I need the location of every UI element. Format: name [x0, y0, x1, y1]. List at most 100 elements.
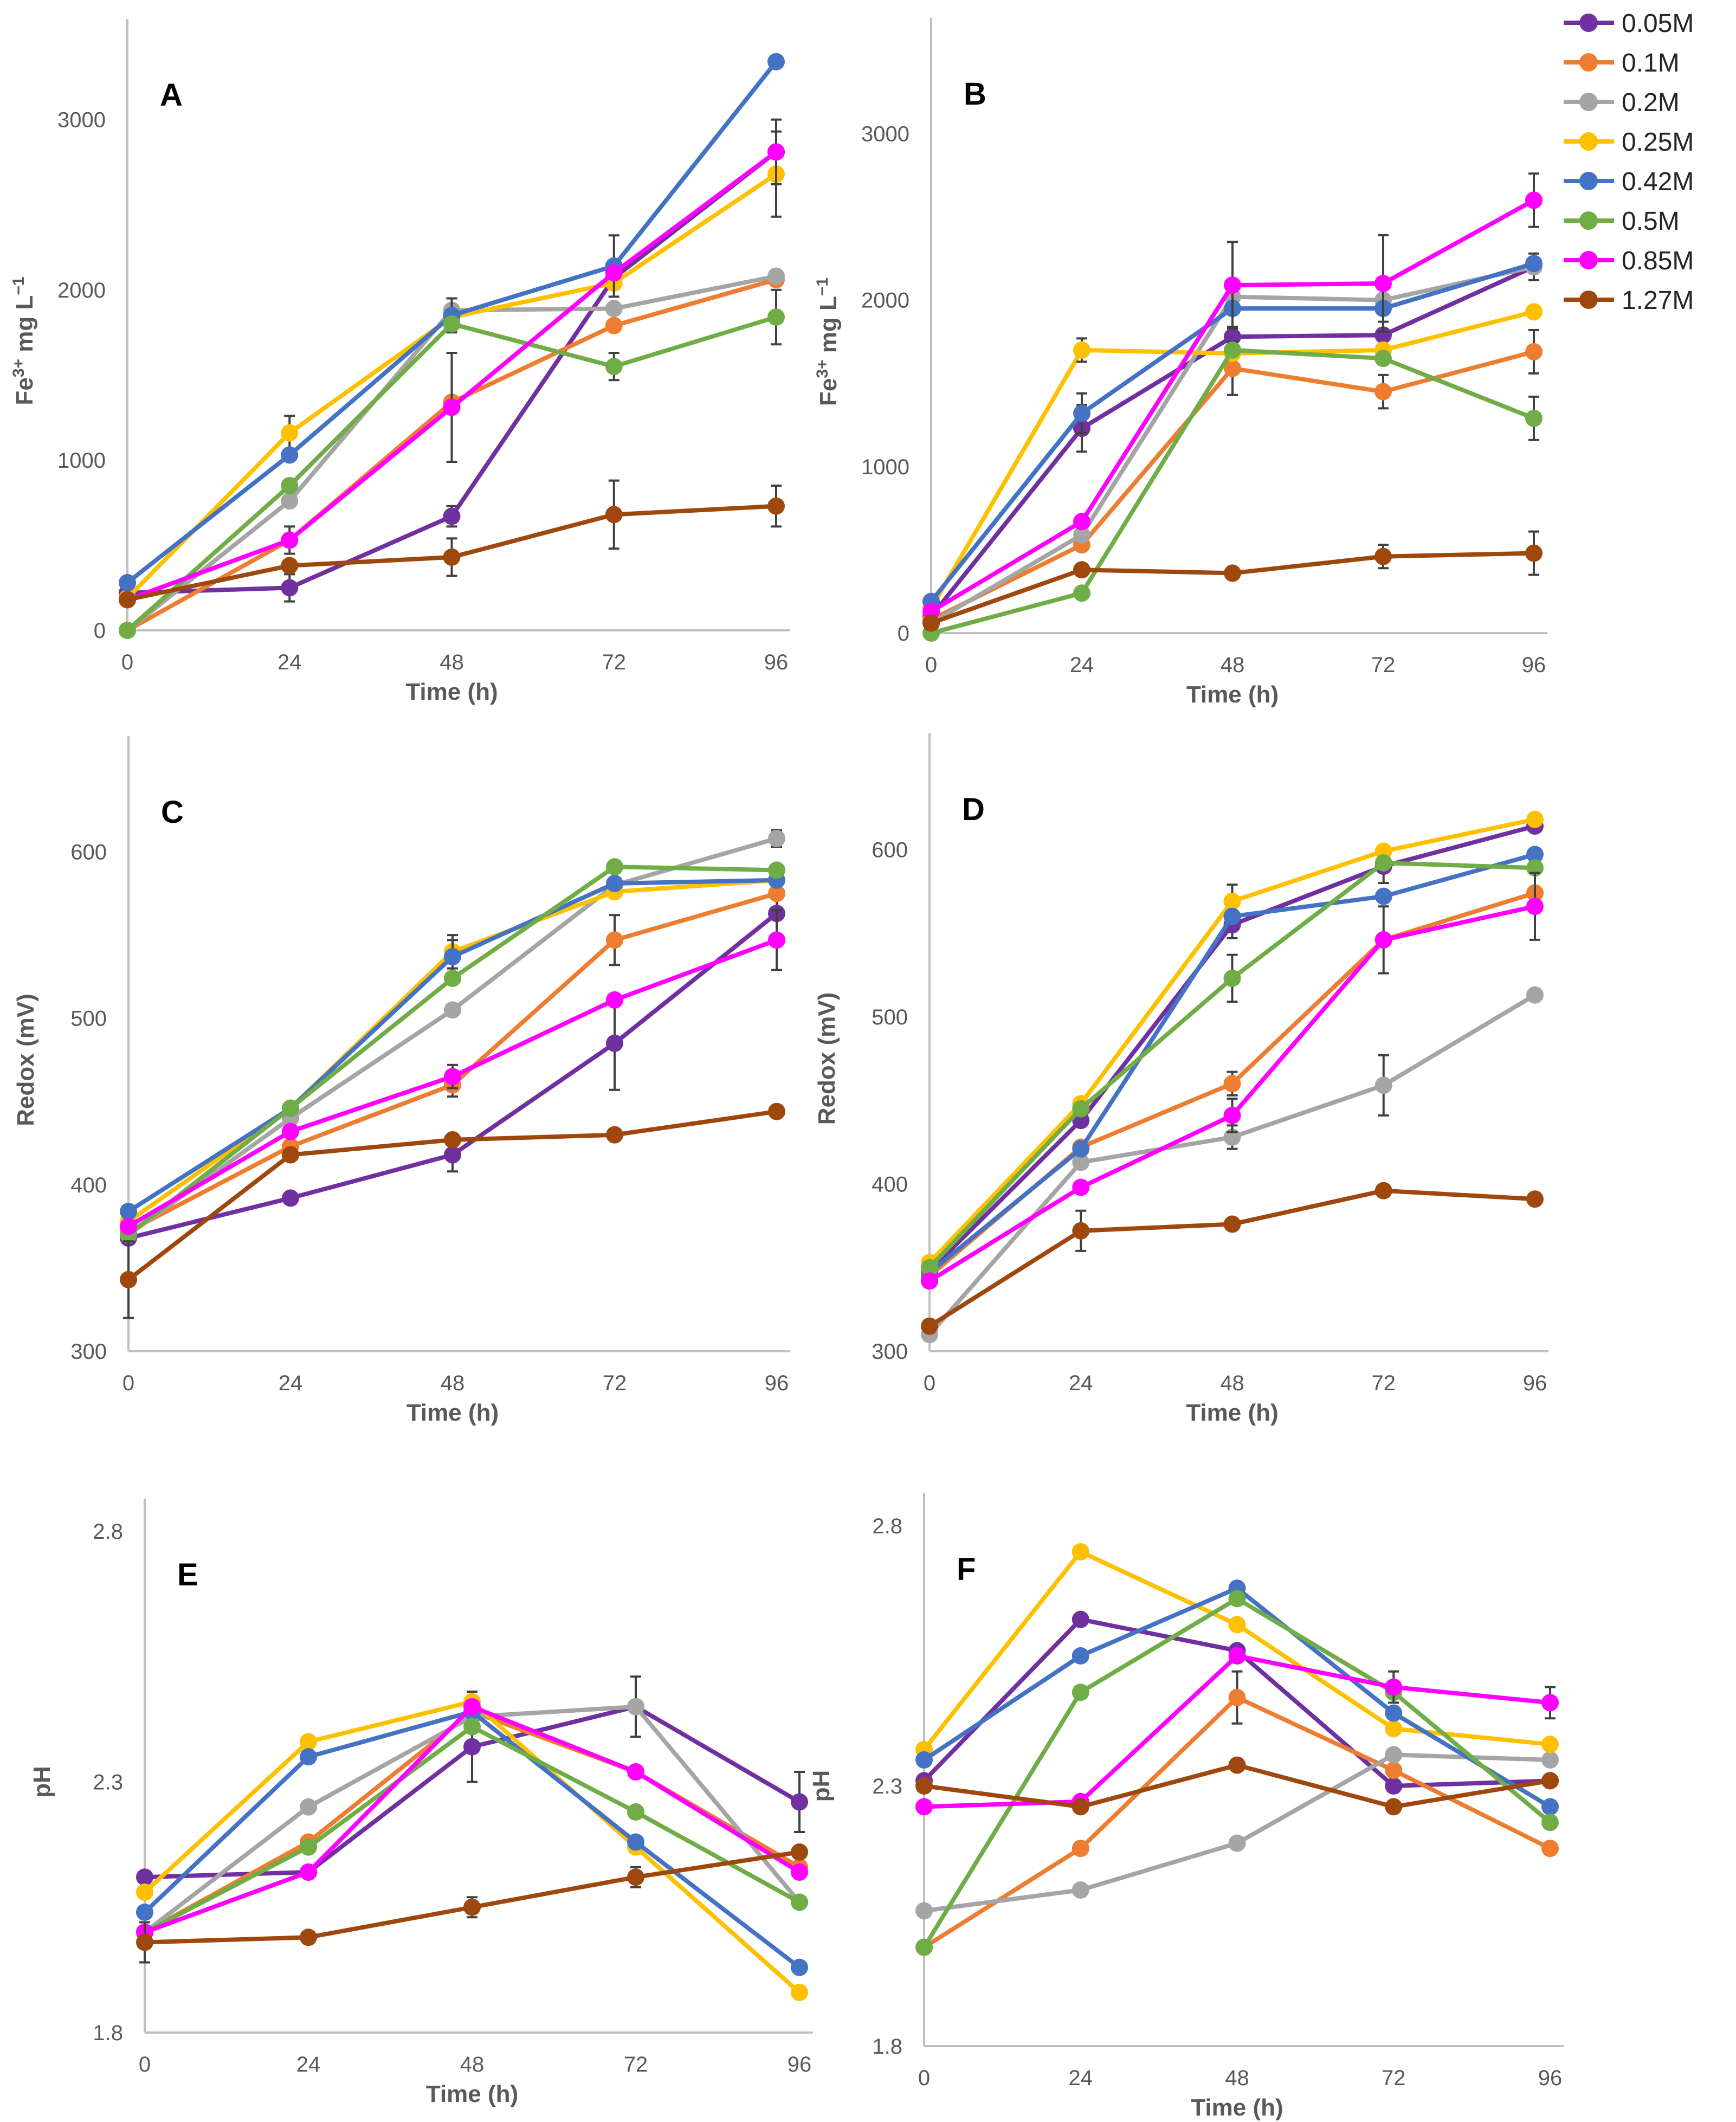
x-tick-label: 0 [139, 2053, 151, 2076]
data-point [136, 1868, 153, 1886]
data-point [1374, 1076, 1392, 1094]
data-point [136, 1933, 153, 1951]
data-point [1374, 931, 1392, 949]
panel-C: 300 400 500 600 0 24 48 72 96 Time (h) Redox (mV) C [12, 736, 790, 1426]
data-point [1374, 887, 1392, 905]
y-tick-label: 1.8 [93, 2021, 123, 2045]
data-point [282, 1189, 299, 1207]
data-point [300, 1798, 317, 1816]
data-point [463, 1698, 481, 1715]
data-point [606, 874, 623, 892]
data-point [1072, 1840, 1089, 1857]
x-tick-label: 96 [788, 2053, 812, 2076]
y-tick-label: 500 [872, 1005, 908, 1029]
data-point [1072, 1684, 1089, 1701]
x-axis-label: Time (h) [406, 1399, 499, 1426]
data-point [791, 1958, 808, 1976]
data-point [1072, 1798, 1089, 1816]
x-tick-label: 24 [279, 1371, 303, 1395]
x-tick-label: 96 [764, 650, 789, 674]
data-point [606, 1034, 623, 1052]
x-tick-label: 72 [1382, 2066, 1406, 2090]
data-point [1073, 526, 1090, 544]
legend-label: 0.5M [1622, 207, 1680, 236]
x-tick-label: 0 [924, 1371, 935, 1395]
data-point [281, 424, 299, 442]
series-0.85M [120, 909, 785, 1235]
panel-letter: B [964, 76, 986, 112]
series-0.5M [120, 858, 785, 1243]
data-point [915, 1902, 933, 1920]
series-0.2M [915, 1746, 1559, 1920]
x-tick-label: 96 [1522, 653, 1546, 677]
data-point [1073, 561, 1090, 579]
y-axis-label: Fe3+ mg L−1 [814, 278, 842, 406]
y-tick-label: 300 [70, 1340, 107, 1364]
data-point [627, 1803, 644, 1821]
data-point [1526, 1190, 1544, 1208]
x-tick-label: 96 [765, 1371, 789, 1395]
x-tick-label: 72 [602, 650, 627, 674]
panel-letter: E [177, 1557, 198, 1592]
y-axis-label: pH [29, 1766, 55, 1798]
series-line [127, 836, 778, 1237]
data-point [915, 1751, 933, 1769]
legend-item-0.5M: 0.5M [1564, 207, 1680, 236]
data-point [1385, 1704, 1403, 1722]
data-point [1385, 1678, 1403, 1696]
data-point [136, 1904, 153, 1921]
data-point [1223, 969, 1241, 987]
x-tick-label: 24 [1070, 653, 1094, 677]
data-point [1541, 1751, 1559, 1769]
data-point [120, 1217, 137, 1235]
data-point [1525, 409, 1543, 427]
legend-label: 0.1M [1622, 49, 1680, 78]
data-point [767, 308, 785, 326]
x-tick-label: 24 [277, 650, 302, 674]
y-axis-label: Fe3+ mg L−1 [10, 276, 38, 405]
panel-D: 300 400 500 600 0 24 48 72 96 Time (h) Redox (mV) D [814, 733, 1548, 1426]
legend-item-0.25M: 0.25M [1564, 128, 1694, 157]
x-tick-label: 0 [122, 1371, 134, 1395]
data-point [463, 1718, 481, 1736]
y-tick-label: 300 [872, 1340, 908, 1364]
series-1.27M [922, 530, 1543, 632]
x-tick-label: 72 [603, 1371, 627, 1395]
y-tick-label: 400 [872, 1172, 908, 1196]
data-point [1525, 343, 1543, 360]
legend-item-0.2M: 0.2M [1564, 88, 1680, 117]
panel-letter: C [161, 795, 184, 830]
data-point [1072, 1100, 1090, 1118]
data-point [119, 574, 136, 592]
data-point [767, 143, 785, 161]
data-point [1525, 191, 1543, 209]
data-point [1072, 1543, 1089, 1560]
legend-label: 0.42M [1622, 167, 1694, 196]
series-0.85M [136, 1698, 808, 1941]
y-tick-label: 2.3 [93, 1771, 123, 1795]
data-point [1385, 1746, 1403, 1764]
legend: 0.05M 0.1M 0.2M 0.25M 0.42M 0.5M 0.85M 1.27M [1564, 9, 1694, 315]
data-point [444, 970, 461, 987]
data-point [300, 1863, 317, 1881]
data-point [1541, 1840, 1559, 1857]
data-point [768, 885, 785, 902]
data-point [1374, 547, 1392, 565]
data-point [1526, 898, 1544, 915]
data-point [282, 1123, 299, 1140]
data-point [606, 858, 623, 876]
series-0.25M [120, 871, 785, 1230]
x-axis-label: Time (h) [1186, 1399, 1278, 1426]
x-tick-label: 72 [624, 2053, 648, 2076]
data-point [605, 358, 623, 376]
data-point [1526, 810, 1544, 828]
legend-label: 0.05M [1622, 9, 1694, 38]
legend-marker [1579, 291, 1598, 309]
x-tick-label: 72 [1372, 1371, 1396, 1395]
data-point [1072, 1647, 1089, 1665]
y-tick-label: 0 [94, 619, 106, 643]
legend-label: 1.27M [1622, 286, 1694, 315]
data-point [921, 1259, 938, 1276]
data-point [443, 507, 461, 525]
y-tick-label: 1000 [57, 449, 106, 473]
